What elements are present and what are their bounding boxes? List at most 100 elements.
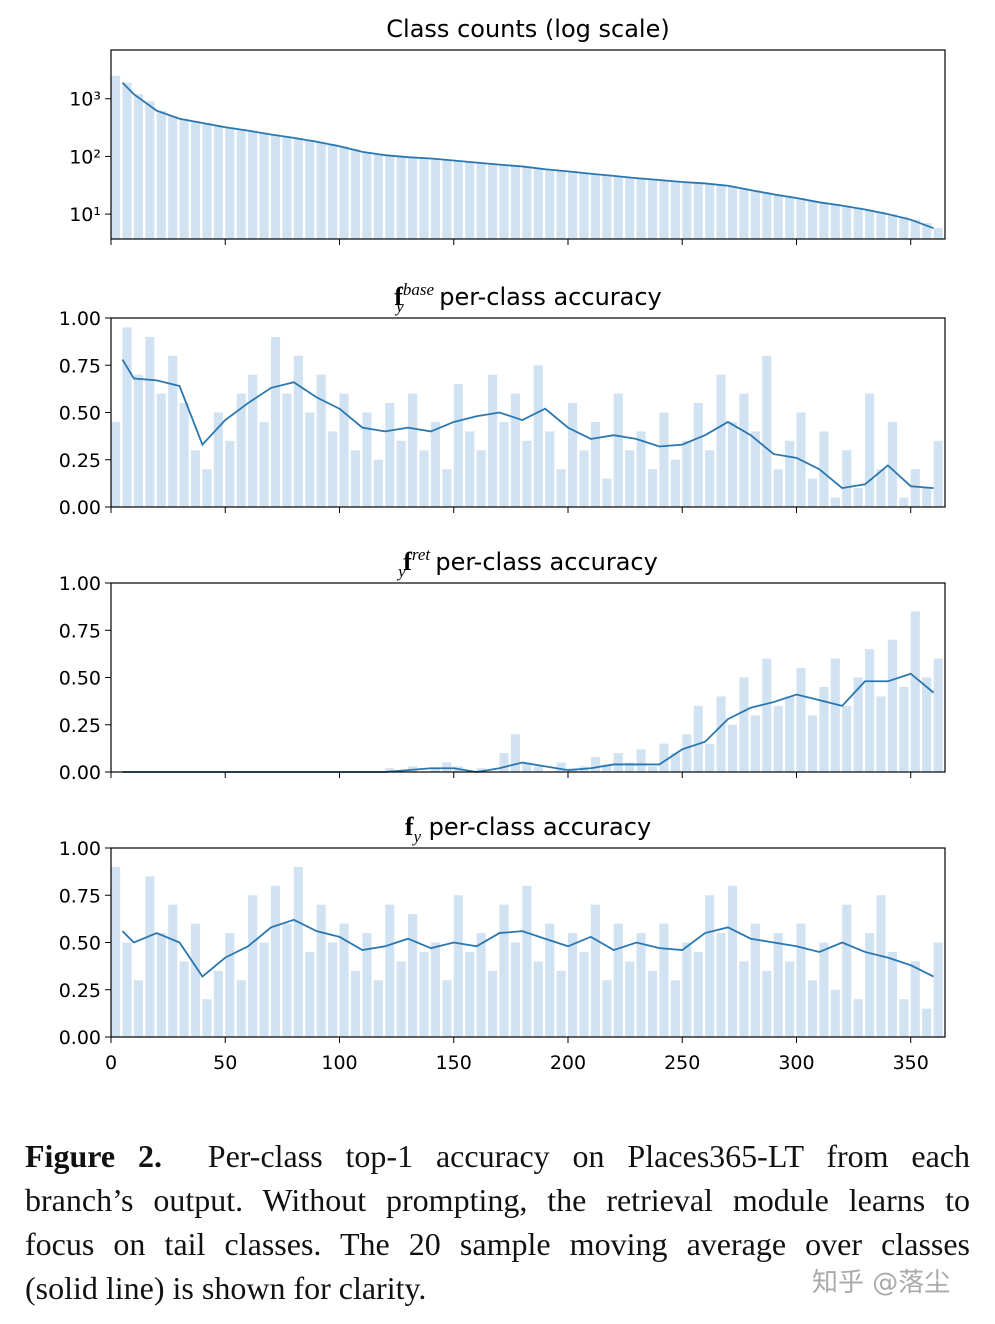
bar — [430, 421, 441, 507]
bar — [522, 762, 532, 772]
bar — [385, 403, 395, 507]
bar — [190, 923, 201, 1037]
bar — [682, 440, 692, 507]
panel-title: fret y per-class accuracy — [396, 545, 658, 581]
bar — [362, 933, 372, 1037]
bar — [750, 190, 760, 239]
bar — [442, 980, 452, 1037]
bar — [362, 151, 372, 239]
bar — [453, 895, 463, 1037]
bar — [830, 989, 840, 1037]
bar — [179, 961, 189, 1037]
x-tick-label: 350 — [893, 1052, 929, 1074]
bar — [602, 980, 612, 1037]
bar — [625, 176, 635, 239]
bar — [682, 942, 692, 1037]
bar — [842, 705, 852, 772]
bar — [865, 393, 875, 507]
bar — [842, 904, 852, 1037]
bar — [750, 923, 760, 1037]
bar — [762, 355, 772, 507]
bar — [282, 136, 292, 239]
bar — [933, 942, 943, 1037]
bar — [122, 327, 132, 507]
bar — [145, 336, 155, 507]
bar — [533, 167, 543, 239]
bar — [408, 157, 418, 239]
title-symbol: f — [394, 282, 403, 311]
x-tick-label: 300 — [778, 1052, 814, 1074]
bar — [385, 768, 395, 772]
bar — [499, 904, 509, 1037]
bar — [705, 895, 715, 1037]
bar — [111, 866, 121, 1037]
title-text: Class counts (log scale) — [386, 15, 669, 43]
caption-text: Per-class top-1 accuracy on Places365-LT… — [207, 1138, 971, 1174]
bar — [727, 885, 738, 1037]
bar — [396, 156, 406, 239]
bar — [293, 866, 303, 1037]
bar — [773, 194, 783, 239]
bar — [488, 374, 498, 507]
bar — [373, 459, 383, 507]
bar — [545, 923, 555, 1037]
bar — [762, 192, 772, 239]
bar — [270, 134, 281, 239]
bar — [567, 171, 578, 239]
bar — [190, 121, 201, 239]
plot-frame — [110, 49, 946, 240]
y-tick-label: 0.25 — [59, 980, 101, 1002]
bar — [910, 961, 920, 1037]
bar — [865, 649, 875, 772]
y-tick-label: 1.00 — [59, 838, 101, 860]
bar — [282, 393, 292, 507]
bar — [213, 970, 223, 1037]
bar — [293, 355, 303, 507]
bar — [716, 696, 726, 772]
bar — [647, 469, 658, 507]
bar — [202, 122, 212, 239]
bar — [533, 365, 543, 507]
bar — [876, 469, 886, 507]
bar — [807, 200, 818, 239]
bar — [339, 146, 349, 239]
y-tick-label: 0.25 — [59, 715, 101, 737]
bar — [922, 1008, 932, 1037]
bar — [773, 469, 783, 507]
bar — [430, 942, 441, 1037]
bar — [248, 895, 258, 1037]
title-superscript: base — [403, 280, 435, 299]
bar — [647, 970, 658, 1037]
y-tick-label: 0.00 — [59, 762, 101, 784]
bar — [328, 431, 338, 507]
bar — [476, 768, 486, 772]
bar — [933, 440, 943, 507]
x-tick-label: 0 — [105, 1052, 117, 1074]
bar — [145, 876, 155, 1037]
bar — [122, 942, 132, 1037]
bar — [899, 999, 909, 1037]
bar — [419, 450, 429, 507]
y-tick-label: 0.50 — [59, 403, 101, 425]
bar — [910, 469, 920, 507]
bar — [693, 182, 703, 239]
bar — [145, 101, 155, 239]
x-tick-label: 100 — [321, 1052, 357, 1074]
bar — [236, 128, 246, 239]
bar — [853, 207, 863, 239]
bar — [465, 161, 475, 239]
y-tick-label: 1.00 — [59, 308, 101, 330]
bar — [579, 172, 589, 239]
bar — [248, 130, 258, 239]
bar — [556, 762, 566, 772]
bar — [842, 450, 852, 507]
bar — [659, 743, 669, 772]
bar — [465, 431, 475, 507]
bar — [682, 734, 692, 772]
bar — [819, 202, 829, 239]
y-tick-label: 10³ — [69, 89, 101, 111]
bar — [430, 158, 441, 239]
bar — [339, 393, 349, 507]
bar — [488, 163, 498, 239]
bar — [373, 153, 383, 239]
